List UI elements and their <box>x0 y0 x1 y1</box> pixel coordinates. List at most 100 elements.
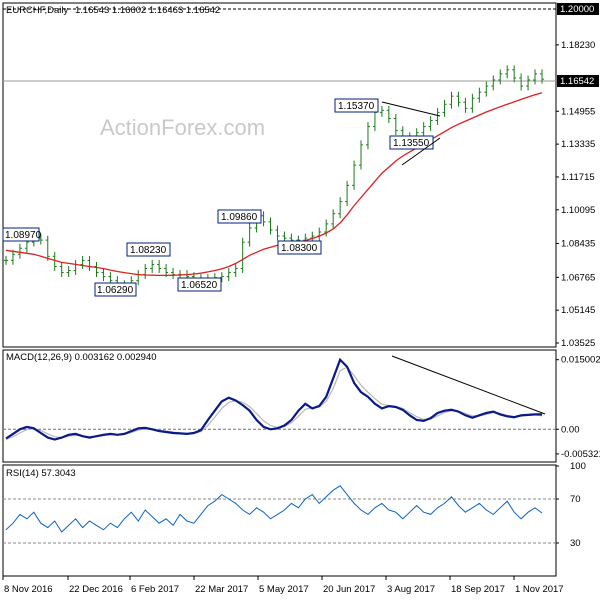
svg-text:1.08970: 1.08970 <box>5 230 42 241</box>
price-candle <box>463 97 468 113</box>
price-candle <box>484 81 489 97</box>
price-candle <box>157 259 162 273</box>
macd-panel-frame <box>2 349 557 463</box>
price-candle <box>268 217 273 235</box>
watermark: ActionForex.com <box>100 115 265 140</box>
svg-text:1.08300: 1.08300 <box>281 243 318 254</box>
annotation-1-08230: 1.08230 <box>126 242 171 257</box>
current-price-badge: 1.16542 <box>557 75 599 87</box>
price-candle <box>477 87 482 103</box>
price-candle <box>233 264 238 278</box>
svg-text:1.13550: 1.13550 <box>393 138 430 149</box>
price-candle <box>101 268 106 282</box>
price-candle <box>80 255 85 269</box>
price-y-tick-label: 1.05145 <box>561 305 595 316</box>
rsi-panel-frame <box>2 464 557 577</box>
x-tick-label: 8 Nov 2016 <box>4 584 53 595</box>
rsi-y-axis: 100 70 30 <box>556 461 586 549</box>
x-tick-label: 6 Feb 2017 <box>131 584 179 595</box>
price-candle <box>52 251 57 271</box>
price-candle <box>345 180 350 207</box>
price-y-tick-label: 1.11715 <box>561 172 595 183</box>
x-tick-label: 22 Mar 2017 <box>195 584 248 595</box>
svg-text:1.08230: 1.08230 <box>130 245 167 256</box>
svg-text:1.15370: 1.15370 <box>338 101 375 112</box>
price-candle <box>17 243 22 259</box>
triangle-pattern <box>381 101 441 166</box>
symbol-header: EURCHF,Daily <box>6 5 69 16</box>
svg-text:1.20000: 1.20000 <box>560 4 594 15</box>
price-candle <box>519 73 524 91</box>
annotation-1-15370: 1.15370 <box>334 98 379 113</box>
price-y-axis: 1.18230 1.14955 1.13335 1.11715 1.10095 1.084… <box>556 40 595 349</box>
x-tick-label: 20 Jun 2017 <box>323 584 375 595</box>
price-y-tick-label: 1.10095 <box>561 205 595 216</box>
price-candle <box>261 211 266 227</box>
price-panel-header: EURCHF,Daily 1.16543 1.16602 1.16463 1.1… <box>6 5 220 16</box>
price-candle <box>393 114 398 136</box>
price-panel-frame <box>2 2 557 348</box>
price-candle <box>449 91 454 109</box>
x-tick-label: 22 Dec 2016 <box>69 584 123 595</box>
svg-text:1.06520: 1.06520 <box>181 280 218 291</box>
price-candle <box>540 69 544 84</box>
macd-y-axis: 0.015002 0.00 -0.005321 <box>556 355 600 460</box>
annotation-boxes: 1.08970 1.06290 1.08230 1.06520 1.09860 … <box>2 98 434 297</box>
price-candle <box>365 122 370 150</box>
price-y-tick-label: 1.14955 <box>561 106 595 117</box>
price-candle <box>94 262 99 278</box>
macd-y-tick-label: -0.005321 <box>561 449 600 460</box>
price-candle <box>59 262 64 278</box>
macd-divergence-line <box>391 355 546 415</box>
ohlc-header: 1.16543 1.16602 1.16463 1.16542 <box>75 5 220 16</box>
price-y-tick-label: 1.08435 <box>561 238 595 249</box>
price-candle <box>491 75 496 91</box>
annotation-1-06520: 1.06520 <box>177 277 222 292</box>
price-candle <box>386 105 391 123</box>
price-y-tick-label: 1.18230 <box>561 40 595 51</box>
rsi-y-tick-label: 100 <box>570 461 586 472</box>
price-candle <box>4 255 8 265</box>
annotation-1-08300: 1.08300 <box>277 240 322 255</box>
price-candle <box>435 107 440 125</box>
rsi-line <box>5 485 543 533</box>
price-candle <box>505 65 510 79</box>
macd-y-tick-label: 0.015002 <box>561 355 600 366</box>
price-y-tick-label: 1.03525 <box>561 338 595 349</box>
price-candle <box>45 235 50 261</box>
price-y-tick-label: 1.13335 <box>561 139 595 150</box>
price-candle <box>533 69 538 85</box>
x-tick-label: 3 Aug 2017 <box>387 584 435 595</box>
x-axis: 8 Nov 2016 22 Dec 2016 6 Feb 2017 22 Mar 20… <box>2 576 564 595</box>
price-candle <box>66 266 71 278</box>
rsi-y-tick-label: 30 <box>570 538 581 549</box>
price-candle <box>470 93 475 113</box>
macd-header: MACD(12,26,9) 0.003162 0.002940 <box>6 352 157 363</box>
svg-text:1.16542: 1.16542 <box>560 76 594 87</box>
price-candle <box>498 69 503 85</box>
triangle-lower-line <box>401 137 441 166</box>
x-tick-label: 1 Nov 2017 <box>515 584 564 595</box>
ceiling-badge: 1.20000 <box>557 3 599 15</box>
macd-main-line <box>5 357 542 441</box>
annotation-1-06290: 1.06290 <box>94 282 137 297</box>
price-y-tick-label: 1.06765 <box>561 272 595 283</box>
macd-y-tick-label: 0.00 <box>561 424 580 435</box>
x-tick-label: 5 May 2017 <box>259 584 309 595</box>
price-candle <box>240 237 245 273</box>
rsi-y-tick-label: 70 <box>570 494 581 505</box>
price-candle <box>421 122 426 138</box>
svg-text:1.06290: 1.06290 <box>97 285 134 296</box>
ma-line <box>5 92 543 277</box>
price-candle <box>442 99 447 117</box>
price-candle <box>456 91 461 107</box>
price-candle <box>526 75 531 91</box>
price-candle <box>275 225 280 241</box>
price-candle <box>512 65 517 83</box>
rsi-header: RSI(14) 57.3043 <box>6 468 76 479</box>
annotation-1-08970: 1.08970 <box>2 227 42 242</box>
svg-text:1.09860: 1.09860 <box>221 212 258 223</box>
